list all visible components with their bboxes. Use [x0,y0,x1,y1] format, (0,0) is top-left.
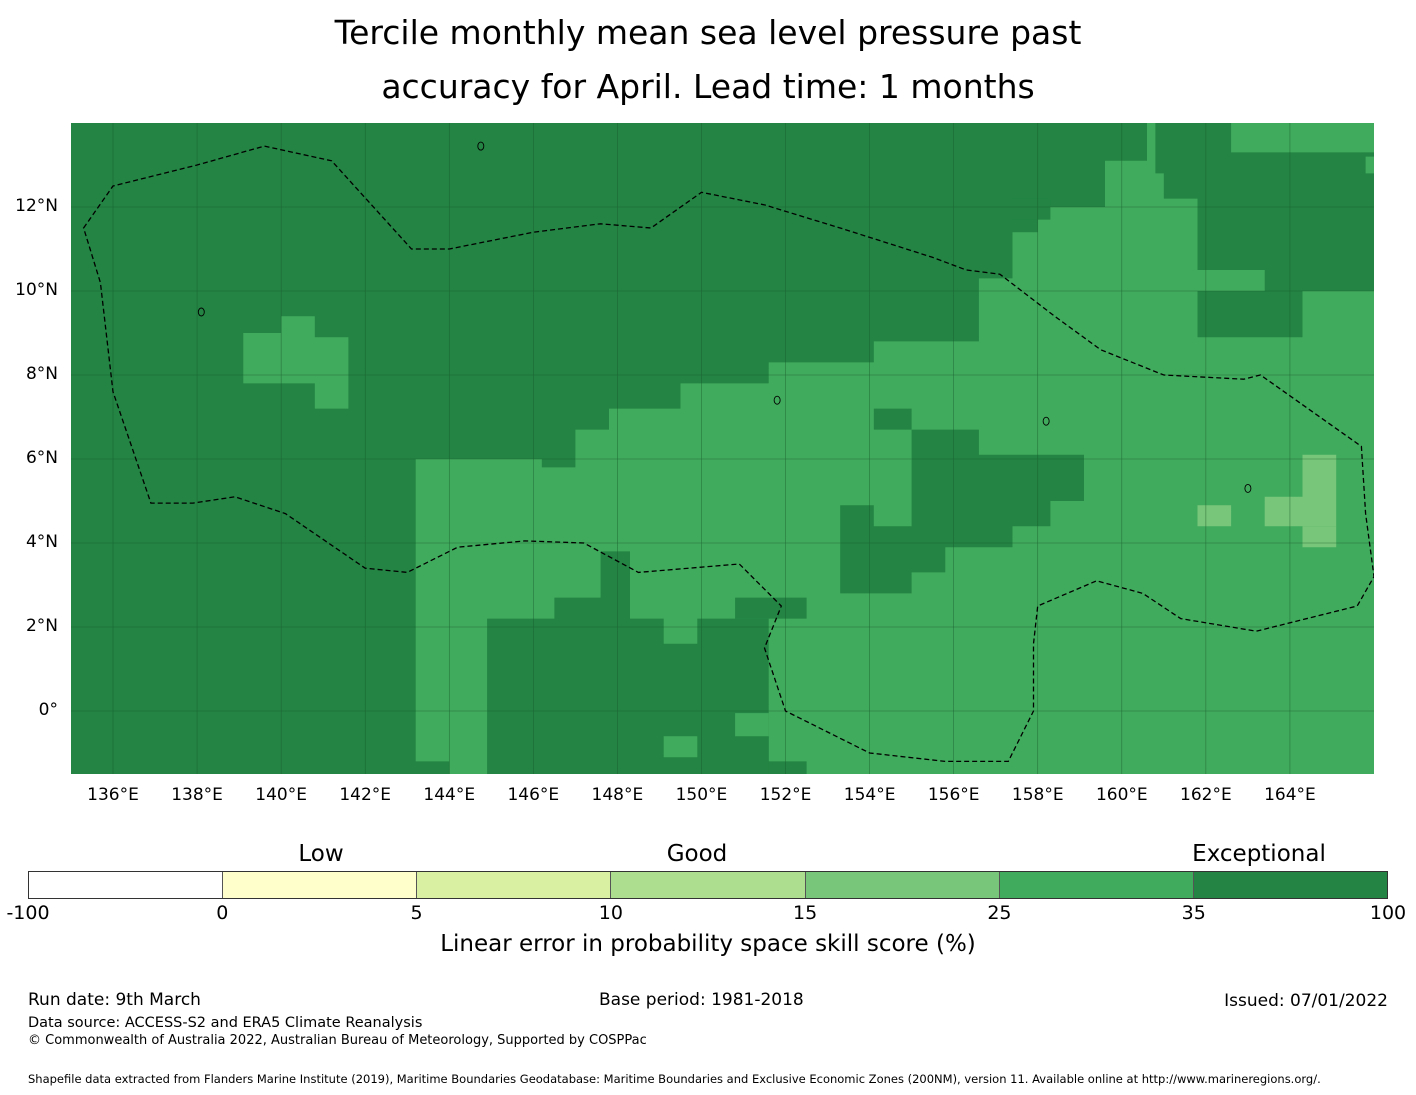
lon-tick-label: 154°E [843,785,896,805]
lon-tick-label: 152°E [759,785,812,805]
colorbar-segment-4 [805,872,1000,898]
chart-title: Tercile monthly mean sea level pressure … [0,6,1416,114]
lon-tick-label: 160°E [1095,785,1148,805]
title-line-2: accuracy for April. Lead time: 1 months [381,67,1035,106]
lon-tick-label: 162°E [1180,785,1232,805]
lat-tick-label: 8°N [25,364,58,384]
lon-tick-label: 150°E [675,785,728,805]
island-yap [197,307,205,317]
colorbar-segment-2 [417,872,612,898]
lon-tick-label: 164°E [1264,785,1316,805]
title-line-1: Tercile monthly mean sea level pressure … [334,13,1082,52]
legend-label-good: Good [666,841,728,867]
skill-region-4 [663,736,698,758]
colorbar-tick-label: 0 [216,902,229,924]
lat-tick-label: 12°N [15,196,58,216]
skill-region-12 [1264,454,1337,527]
skill-region-6 [873,408,912,430]
data-source: Data source: ACCESS-S2 and ERA5 Climate … [28,1015,423,1031]
run-date: Run date: 9th March [28,990,201,1010]
issued-date: Issued: 07/01/2022 [1224,991,1388,1011]
colorbar-tick-label: -100 [6,902,50,924]
eez-boundary-0 [82,145,1374,763]
skill-region-9 [1231,123,1374,153]
colorbar-segment-6 [1193,872,1387,898]
legend-label-exceptional: Exceptional [1192,841,1326,867]
skill-region-14 [1302,526,1337,548]
colorbar-tick-label: 5 [410,902,423,924]
skill-region-11 [243,316,349,409]
colorbar-tick-label: 15 [793,902,818,924]
skill-region-2 [735,597,807,619]
lat-tick-label: 10°N [15,280,58,300]
colorbar [28,871,1388,899]
island-guam [477,141,485,151]
island-palau [51,392,57,400]
lon-tick-label: 148°E [591,785,644,805]
colorbar-tick-label: 25 [987,902,1012,924]
shapefile-credit: Shapefile data extracted from Flanders M… [28,1072,1321,1086]
skill-region-10 [1365,156,1374,174]
island-pohnpei [1042,416,1050,426]
lon-tick-label: 144°E [423,785,476,805]
colorbar-tick-label: 10 [598,902,623,924]
skill-map [51,123,1374,774]
colorbar-segment-0 [29,872,224,898]
skill-region-3 [735,713,769,737]
colorbar-segment-1 [223,872,418,898]
lon-tick-label: 158°E [1011,785,1064,805]
map-layers [51,123,1374,774]
lon-tick-label: 146°E [507,785,560,805]
lon-tick-label: 142°E [339,785,392,805]
colorbar-tick-label: 35 [1181,902,1206,924]
skill-region-13 [1197,505,1232,527]
island-chuuk [773,395,781,405]
colorbar-title: Linear error in probability space skill … [440,931,976,957]
lat-tick-label: 6°N [25,448,58,468]
lon-tick-label: 140°E [255,785,307,805]
lon-tick-label: 138°E [171,785,223,805]
skill-region-5 [840,429,1084,594]
island-kosrae [1244,483,1252,493]
colorbar-tick-label: 100 [1369,902,1407,924]
lat-tick-label: 4°N [25,532,58,552]
base-period: Base period: 1981-2018 [599,990,804,1010]
legend-label-low: Low [298,841,344,867]
skill-region-7 [1012,198,1051,220]
lat-tick-label: 0° [38,700,58,720]
skill-region-8 [1155,123,1374,338]
colorbar-segment-5 [999,872,1194,898]
colorbar-segment-3 [611,872,806,898]
skill-region-1 [487,551,769,774]
lon-tick-label: 156°E [927,785,980,805]
skill-region-0 [415,123,1374,774]
lon-tick-label: 136°E [87,785,139,805]
lat-tick-label: 2°N [25,616,58,636]
copyright: © Commonwealth of Australia 2022, Austra… [28,1033,647,1048]
